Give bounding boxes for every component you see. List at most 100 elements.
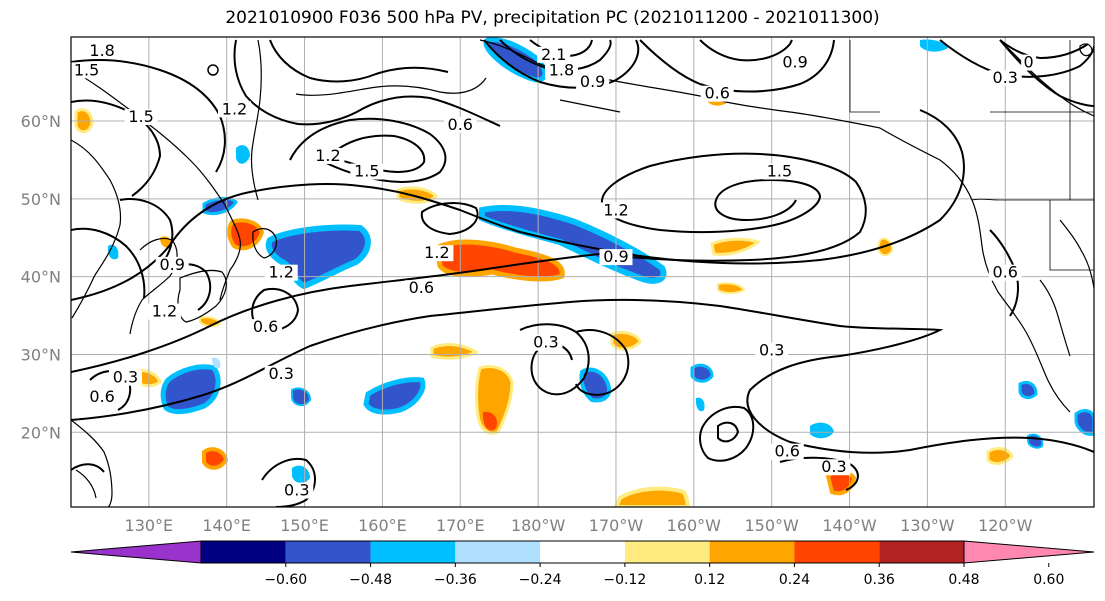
colorbar-tick-label: −0.36 — [434, 572, 477, 588]
precip-patch — [1074, 409, 1094, 436]
precip-patch — [1027, 433, 1044, 449]
contour-label: 1.8 — [549, 60, 574, 79]
colorbar-segment — [794, 541, 880, 563]
colorbar-segment — [285, 541, 371, 563]
graticule — [71, 37, 1094, 507]
colorbar-tick-label: −0.12 — [603, 572, 646, 588]
contour-label: 1.8 — [89, 41, 114, 60]
colorbar-tick-label: 0.48 — [948, 572, 979, 588]
contour-label-bg — [420, 245, 454, 262]
lon-tick-label: 130°W — [900, 516, 955, 535]
contour-label: 0.6 — [89, 387, 114, 406]
contour-label: 1.2 — [603, 200, 628, 219]
precip-patch — [160, 364, 221, 415]
colorbar-min-extend — [70, 540, 202, 564]
contour-label-bg — [217, 101, 251, 118]
contour-label-bg — [155, 256, 189, 273]
precip-patch — [202, 447, 229, 470]
contour-label-bg — [599, 249, 633, 266]
lon-tick-label: 150°E — [280, 516, 329, 535]
colorbar-segment — [201, 541, 286, 563]
map-frame — [70, 36, 1095, 508]
contour-label-bg — [249, 319, 283, 336]
contour-label-bg — [762, 163, 796, 180]
precip-patch — [696, 397, 705, 412]
contour-label: 1.2 — [152, 302, 177, 321]
contour-label-bg — [529, 334, 563, 351]
precip-patch — [292, 465, 310, 484]
contour-label: 0.3 — [821, 457, 846, 476]
precip-patch — [291, 387, 312, 406]
contour-labels: 1.81.51.5 1.22.11.80.90.90.60.61.21.5 1.51… — [71, 41, 1037, 500]
contour-label: 0.3 — [993, 68, 1018, 87]
lon-tick-label: 140°E — [202, 516, 251, 535]
contour-label: 0.6 — [448, 115, 473, 134]
contour-label: 0 — [1024, 53, 1034, 72]
contour-label-bg — [85, 389, 119, 406]
contour-label: 0.3 — [113, 368, 138, 387]
contour-label: 0.6 — [704, 84, 729, 103]
borders — [849, 40, 1094, 271]
colorbar-segment — [709, 541, 795, 563]
lat-tick-label: 60°N — [21, 112, 61, 131]
contour-label: 1.2 — [268, 263, 293, 282]
colorbar-tick-label: 0.60 — [1033, 572, 1064, 588]
lat-tick-label: 20°N — [21, 423, 61, 442]
precip-patch — [202, 196, 238, 216]
precip-patch — [613, 486, 691, 507]
contour-label: 0.6 — [993, 263, 1018, 282]
contour-label-bg — [1021, 54, 1037, 71]
lat-tick-label: 40°N — [21, 268, 61, 287]
contour-label: 0.3 — [533, 333, 558, 352]
contour-label-bg — [817, 459, 851, 476]
contour-label: 0.3 — [268, 364, 293, 383]
colorbar — [70, 540, 1095, 564]
precip-patch — [482, 411, 498, 431]
latitude-tick-labels: 60°N 50°N 40°N 30°N 20°N — [21, 112, 61, 442]
contour-label-bg — [147, 303, 181, 320]
map-title: 2021010900 F036 500 hPa PV, precipitatio… — [225, 8, 880, 28]
precip-patch — [236, 145, 250, 164]
precip-patch — [690, 363, 714, 383]
contour-label-bg — [778, 54, 812, 71]
contour-label: 1.5 — [74, 60, 99, 79]
precip-patch — [579, 367, 611, 403]
colorbar-tick-label: −0.24 — [519, 572, 562, 588]
contour-label: 0.9 — [580, 72, 605, 91]
precip-patch — [1018, 380, 1038, 400]
colorbar-segment — [370, 541, 456, 563]
contour-label: 0.9 — [159, 255, 184, 274]
lon-tick-label: 160°W — [667, 516, 722, 535]
contour-label: 1.5 — [128, 107, 153, 126]
contour-label: 0.6 — [253, 317, 278, 336]
lat-tick-label: 50°N — [21, 190, 61, 209]
map-area: 1.81.51.5 1.22.11.80.90.90.60.61.21.5 1.51… — [71, 37, 1094, 507]
contour-label-bg — [537, 46, 571, 63]
lon-tick-label: 180°W — [511, 516, 566, 535]
contour-label: 0.6 — [775, 442, 800, 461]
lon-tick-label: 120°W — [978, 516, 1033, 535]
colorbar-tick-label: −0.48 — [349, 572, 392, 588]
precip-patch — [483, 37, 548, 83]
contour-label: 2.1 — [541, 45, 566, 64]
colorbar-tick-label: 0.24 — [779, 572, 810, 588]
contour-label: 1.2 — [315, 146, 340, 165]
contour-label-bg — [264, 365, 298, 382]
contour-label-bg — [124, 109, 158, 126]
colorbar-max-extend — [963, 540, 1095, 564]
contour-label-bg — [71, 62, 104, 79]
precip-patch — [434, 239, 565, 282]
contour-label: 0.9 — [782, 53, 807, 72]
contour-label: 0.9 — [603, 247, 628, 266]
contour-label-bg — [988, 264, 1022, 281]
lon-tick-label: 130°E — [125, 516, 174, 535]
lon-tick-label: 170°W — [589, 516, 644, 535]
colorbar-segment — [540, 541, 625, 563]
contour-label-bg — [350, 163, 384, 180]
precip-patch — [430, 343, 480, 360]
contour-label-bg — [85, 42, 119, 59]
contour-label-bg — [404, 280, 438, 297]
contour-label-bg — [108, 369, 142, 386]
contour-label-bg — [311, 147, 345, 164]
